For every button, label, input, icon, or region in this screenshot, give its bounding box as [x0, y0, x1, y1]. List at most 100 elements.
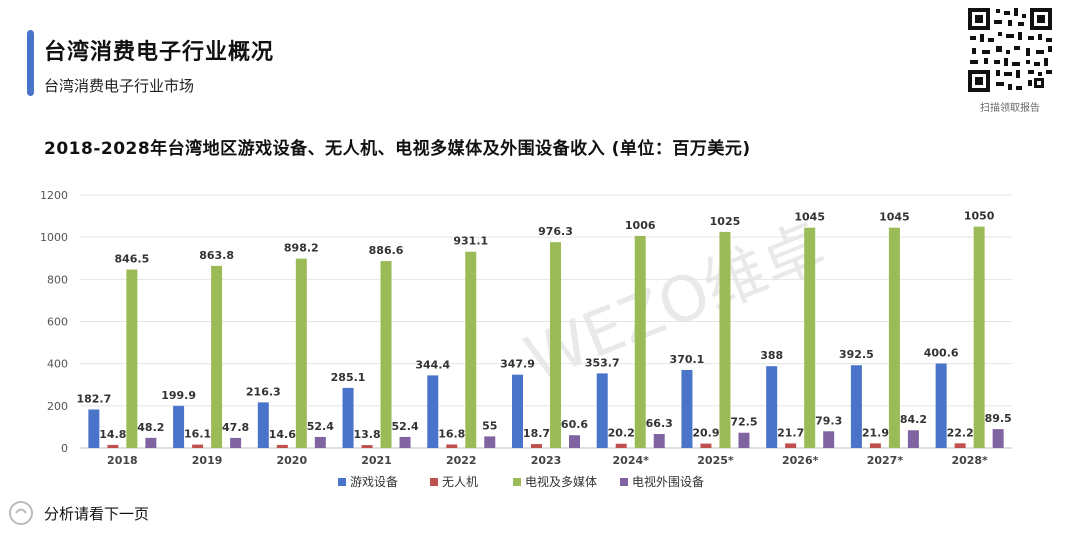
bar [173, 405, 185, 448]
data-label: 13.8 [353, 428, 380, 441]
bar [653, 434, 665, 448]
x-tick-label: 2019 [192, 454, 223, 467]
data-label: 84.2 [900, 413, 927, 426]
data-label: 1006 [625, 219, 656, 232]
data-label: 20.9 [692, 427, 719, 440]
bar [596, 373, 608, 448]
bars: 182.7 14.8 846.5 48.2 199.9 16.1 863.8 47.8 216.… [76, 210, 1012, 448]
data-label: 21.7 [777, 426, 804, 439]
qr-caption: 扫描领取报告 [980, 103, 1040, 114]
bar [935, 363, 947, 448]
x-tick-label: 2025* [697, 454, 734, 467]
data-label: 370.1 [670, 353, 705, 366]
data-label: 216.3 [246, 385, 281, 398]
data-label: 182.7 [76, 392, 111, 405]
bar [145, 437, 157, 448]
legend-swatch [430, 478, 438, 486]
bar [615, 443, 627, 448]
bar [907, 430, 919, 448]
data-label: 21.9 [862, 426, 889, 439]
x-axis: 2018 2019 2020 2021 2022 2023 2024* 2025* 2026* 2… [107, 454, 988, 467]
x-tick-label: 2023 [531, 454, 562, 467]
data-label: 344.4 [415, 358, 450, 371]
y-tick-label: 1200 [40, 189, 68, 202]
qr-code-icon[interactable] [966, 6, 1054, 94]
legend-label: 无人机 [442, 475, 478, 489]
bar [785, 443, 797, 448]
x-tick-label: 2027* [867, 454, 904, 467]
bar [531, 444, 542, 448]
data-label: 55 [482, 419, 497, 432]
x-tick-label: 2022 [446, 454, 477, 467]
x-tick-label: 2024* [613, 454, 650, 467]
data-label: 898.2 [284, 242, 319, 255]
legend-swatch [620, 478, 628, 486]
data-label: 72.5 [730, 416, 757, 429]
data-label: 22.2 [947, 426, 974, 439]
x-tick-label: 2028* [951, 454, 988, 467]
data-label: 89.5 [985, 412, 1012, 425]
data-label: 976.3 [538, 225, 573, 238]
bar [342, 387, 354, 448]
data-label: 48.2 [137, 421, 164, 434]
y-axis: 0 200 400 600 800 1000 1200 [40, 189, 68, 455]
bar [550, 242, 561, 448]
data-label: 20.2 [608, 427, 635, 440]
bar [954, 443, 966, 448]
bar [804, 227, 816, 448]
bar [766, 366, 778, 448]
bar [850, 365, 862, 448]
data-label: 47.8 [222, 421, 249, 434]
bar [569, 435, 580, 448]
data-label: 79.3 [815, 414, 842, 427]
data-label: 400.6 [924, 347, 959, 360]
data-label: 60.6 [561, 418, 588, 431]
data-label: 52.4 [307, 420, 334, 433]
bar [738, 432, 750, 448]
data-label: 392.5 [839, 348, 874, 361]
bar [484, 436, 496, 448]
bar [107, 444, 119, 448]
data-label: 14.6 [269, 428, 296, 441]
bar [700, 443, 712, 448]
bar [465, 251, 477, 448]
legend-swatch [513, 478, 521, 486]
data-label: 1045 [879, 211, 910, 224]
x-tick-label: 2026* [782, 454, 819, 467]
bar [192, 444, 204, 448]
bar [295, 258, 307, 448]
bar [230, 437, 242, 448]
bar [276, 444, 288, 448]
legend-label: 电视外围设备 [632, 474, 704, 489]
data-label: 199.9 [161, 389, 196, 402]
data-label: 931.1 [453, 235, 488, 248]
bar [973, 226, 985, 448]
data-label: 16.1 [184, 428, 211, 441]
bar [361, 445, 373, 448]
data-label: 52.4 [391, 420, 418, 433]
x-tick-label: 2021 [361, 454, 392, 467]
data-label: 16.8 [438, 427, 465, 440]
legend: 游戏设备 无人机 电视及多媒体 电视外围设备 [338, 474, 704, 489]
bar [126, 269, 138, 448]
title-accent-bar [27, 30, 34, 96]
y-tick-label: 600 [47, 316, 68, 329]
data-label: 353.7 [585, 356, 620, 369]
y-tick-label: 0 [61, 442, 68, 455]
bar [211, 265, 223, 448]
page-title: 台湾消费电子行业概况 [44, 40, 275, 65]
bar [719, 231, 731, 448]
chart-title: 2018-2028年台湾地区游戏设备、无人机、电视多媒体及外围设备收入 (单位：… [44, 139, 751, 159]
bar [992, 429, 1004, 448]
data-label: 886.6 [369, 244, 404, 257]
bar [869, 443, 881, 448]
legend-swatch [338, 478, 346, 486]
y-tick-label: 1000 [40, 231, 68, 244]
data-label: 1025 [710, 215, 741, 228]
page-subtitle: 台湾消费电子行业市场 [44, 77, 195, 95]
y-tick-label: 400 [47, 358, 68, 371]
data-label: 347.9 [500, 358, 535, 371]
bar [823, 431, 835, 448]
legend-label: 电视及多媒体 [525, 474, 597, 489]
x-tick-label: 2018 [107, 454, 138, 467]
